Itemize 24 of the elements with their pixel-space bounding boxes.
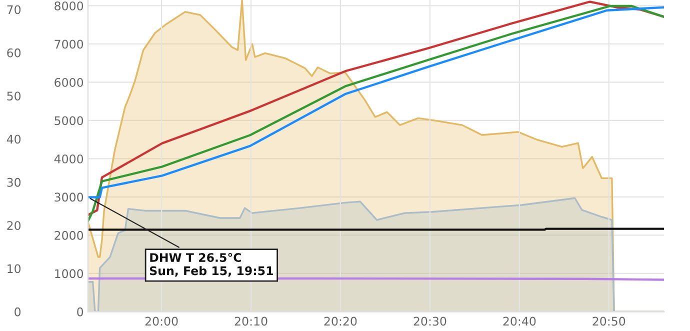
x-tick-label: 20:10 bbox=[234, 316, 268, 326]
y2-tick-label: 8000 bbox=[54, 1, 84, 10]
y2-tick-label: 0 bbox=[77, 307, 84, 316]
y2-tick-label: 7000 bbox=[54, 40, 84, 49]
y2-tick-label: 5000 bbox=[54, 116, 84, 126]
y-tick-label: 10 bbox=[8, 264, 21, 274]
y-tick-label: 60 bbox=[7, 48, 21, 58]
x-tick-label: 20:40 bbox=[503, 316, 536, 326]
y-tick-label: 20 bbox=[7, 221, 21, 230]
x-tick-label: 20:30 bbox=[414, 316, 446, 326]
y-tick-label: 50 bbox=[7, 92, 21, 100]
x-tick-label: 20:50 bbox=[592, 316, 626, 326]
x-tick-label: 20:20 bbox=[324, 316, 357, 326]
y2-tick-label: 6000 bbox=[54, 78, 84, 87]
annotation: DHW T 26.5°C Sun, Feb 15, 19:51 bbox=[150, 252, 273, 277]
y2-tick-label: 3000 bbox=[54, 192, 84, 202]
x-tick-label: 20:00 bbox=[145, 316, 178, 326]
y-tick-label: 30 bbox=[7, 178, 21, 187]
y-tick-label: 70 bbox=[7, 5, 21, 14]
y2-tick-label: 2000 bbox=[54, 230, 84, 240]
y-tick-label: 40 bbox=[6, 134, 21, 144]
y-tick-label: 0 bbox=[14, 307, 21, 316]
y2-tick-label: 1000 bbox=[55, 269, 84, 278]
y2-tick-label: 4000 bbox=[54, 154, 84, 164]
